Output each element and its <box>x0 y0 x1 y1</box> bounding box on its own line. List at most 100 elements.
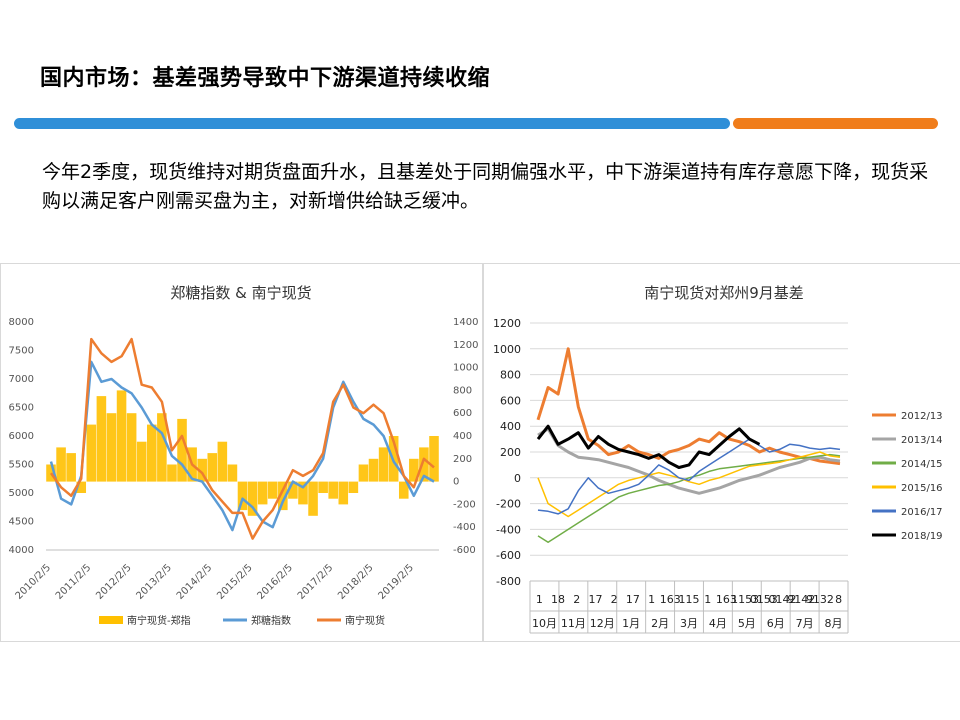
x-day-label: 1 <box>704 593 711 606</box>
spread-bar <box>257 481 268 505</box>
series-line-2018-19 <box>536 424 761 469</box>
y-tick-label: 1200 <box>493 317 521 330</box>
x-month-label: 3月 <box>680 617 698 630</box>
y-tick-label: -800 <box>496 575 521 588</box>
x-tick-label: 2011/2/5 <box>54 562 94 602</box>
spread-bar <box>106 413 117 482</box>
y-left-tick-label: 4000 <box>9 545 34 556</box>
spread-bar <box>348 481 359 493</box>
spread-bar <box>207 453 218 482</box>
y-left-tick-label: 6500 <box>9 403 34 414</box>
chart-title: 郑糖指数 & 南宁现货 <box>170 284 311 302</box>
x-day-label: 9132 <box>806 593 834 606</box>
spread-bar <box>126 413 137 482</box>
x-month-label: 6月 <box>767 617 785 630</box>
x-day-label: 1153 <box>731 593 759 606</box>
spread-bar <box>46 464 56 482</box>
spread-bar <box>167 464 177 482</box>
y-right-tick-label: 400 <box>453 431 472 442</box>
x-tick-label: 2014/2/5 <box>175 562 215 602</box>
x-day-label: 2 <box>611 593 618 606</box>
chart-left-svg: 郑糖指数 & 南宁现货80007500700065006000550050004… <box>9 284 479 627</box>
y-right-tick-label: 0 <box>453 477 459 488</box>
y-left-tick-label: 4500 <box>9 517 34 528</box>
spread-bar <box>56 447 66 482</box>
x-day-label: 17 <box>626 593 640 606</box>
x-day-label: 8 <box>835 593 842 606</box>
legend-label: 南宁现货-郑指 <box>127 614 191 627</box>
x-tick-label: 2017/2/5 <box>296 562 336 602</box>
spread-bar <box>227 464 238 482</box>
spread-bar <box>358 464 369 482</box>
slide-title: 国内市场：基差强势导致中下游渠道持续收缩 <box>40 66 491 91</box>
y-tick-label: 800 <box>500 369 521 382</box>
spread-bar <box>378 447 389 482</box>
y-tick-label: 1000 <box>493 343 521 356</box>
chart-right-svg: 南宁现货对郑州9月基差 1200 1000 800 600 400 200 0 -200 -400… <box>493 284 943 634</box>
y-left-tick-label: 6000 <box>9 431 34 442</box>
y-right-tick-label: -600 <box>453 545 476 556</box>
y-left-tick-label: 7000 <box>9 374 34 385</box>
y-tick-label: 600 <box>500 394 521 407</box>
x-tick-label: 2015/2/5 <box>215 562 255 602</box>
x-tick-label: 2016/2/5 <box>255 562 295 602</box>
x-day-label: 0142 <box>769 593 797 606</box>
summary-text: 今年2季度，现货维持对期货盘面升水，且基差处于同期偏强水平，中下游渠道持有库存意… <box>42 161 929 212</box>
spread-bar <box>157 413 167 482</box>
x-month-label: 5月 <box>738 617 756 630</box>
y-right-tick-label: 1000 <box>453 363 478 374</box>
spread-bar <box>308 481 318 516</box>
x-month-label: 12月 <box>590 617 615 630</box>
legend-label: 南宁现货 <box>345 614 385 627</box>
y-right-tick-label: 800 <box>453 385 472 396</box>
x-day-label: 163 <box>660 593 681 606</box>
legend-label: 2016/17 <box>901 507 943 518</box>
spread-bar <box>247 481 258 516</box>
y-tick-label: -400 <box>496 523 521 536</box>
y-right-tick-label: -400 <box>453 522 476 533</box>
x-tick-label: 2018/2/5 <box>336 562 376 602</box>
y-right-tick-label: 1200 <box>453 340 478 351</box>
y-right-tick-label: 200 <box>453 454 472 465</box>
spread-bar <box>217 441 228 482</box>
spread-bar <box>147 424 157 482</box>
y-right-tick-label: -200 <box>453 499 476 510</box>
spread-bar <box>177 418 187 482</box>
spread-bar <box>86 424 97 482</box>
spread-bar <box>398 481 409 499</box>
spread-bar <box>328 481 338 499</box>
spread-bar <box>409 458 419 482</box>
spread-bar <box>237 481 248 511</box>
spread-bar <box>76 481 87 493</box>
chart-title: 南宁现货对郑州9月基差 <box>644 284 804 302</box>
spread-bar <box>278 481 288 511</box>
spread-bar <box>96 396 107 482</box>
y-left-tick-label: 5000 <box>9 488 34 499</box>
x-month-label: 2月 <box>651 617 669 630</box>
y-tick-label: -200 <box>496 498 521 511</box>
x-tick-label: 2012/2/5 <box>94 562 134 602</box>
legend-label: 2012/13 <box>901 411 943 422</box>
spread-bar <box>197 458 207 482</box>
legend-label: 2015/16 <box>901 483 943 494</box>
x-day-label: 2 <box>573 593 580 606</box>
spread-bar <box>288 481 298 499</box>
series-line-2015-16 <box>537 451 841 518</box>
spread-bar <box>338 481 349 505</box>
spread-bar <box>368 458 379 482</box>
title-divider-blue <box>14 118 730 129</box>
x-month-label: 11月 <box>561 617 586 630</box>
x-day-label: 1 <box>536 593 543 606</box>
series-line-2012-13 <box>536 347 841 466</box>
spread-bar <box>116 390 127 482</box>
line-nanning-spot <box>49 337 435 540</box>
series-line-2013-14 <box>537 427 841 495</box>
series-line-2016-17 <box>537 438 841 515</box>
y-left-tick-label: 8000 <box>9 317 34 328</box>
y-tick-label: -600 <box>496 549 521 562</box>
y-right-tick-label: 1400 <box>453 317 478 328</box>
title-divider-orange <box>733 118 938 129</box>
x-day-label: 1 <box>648 593 655 606</box>
x-month-label: 1月 <box>622 617 640 630</box>
x-day-label: 0153 <box>750 593 778 606</box>
